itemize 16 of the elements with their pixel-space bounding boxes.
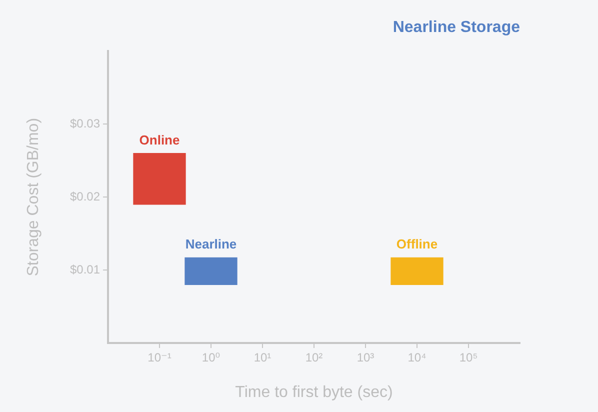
y-tick-label: $0.01 — [70, 262, 100, 276]
x-tick-label: 10³ — [356, 350, 374, 365]
y-axis-title: Storage Cost (GB/mo) — [25, 118, 42, 276]
chart-title: Nearline Storage — [392, 19, 520, 36]
x-tick-label: 10⁴ — [408, 350, 426, 365]
series-label: Offline — [396, 236, 438, 252]
x-tick-label: 10¹ — [254, 350, 272, 365]
x-tick-label: 10⁵ — [459, 350, 478, 365]
y-tick-label: $0.03 — [70, 116, 100, 130]
x-tick-label: 10² — [305, 350, 323, 365]
y-tick-label: $0.02 — [70, 189, 100, 204]
series-label: Online — [139, 132, 180, 148]
x-tick-label: 10⁰ — [202, 350, 220, 365]
x-tick-label: 10⁻¹ — [148, 350, 172, 365]
series-label: Nearline — [185, 236, 237, 252]
x-axis-title: Time to first byte (sec) — [235, 384, 393, 401]
